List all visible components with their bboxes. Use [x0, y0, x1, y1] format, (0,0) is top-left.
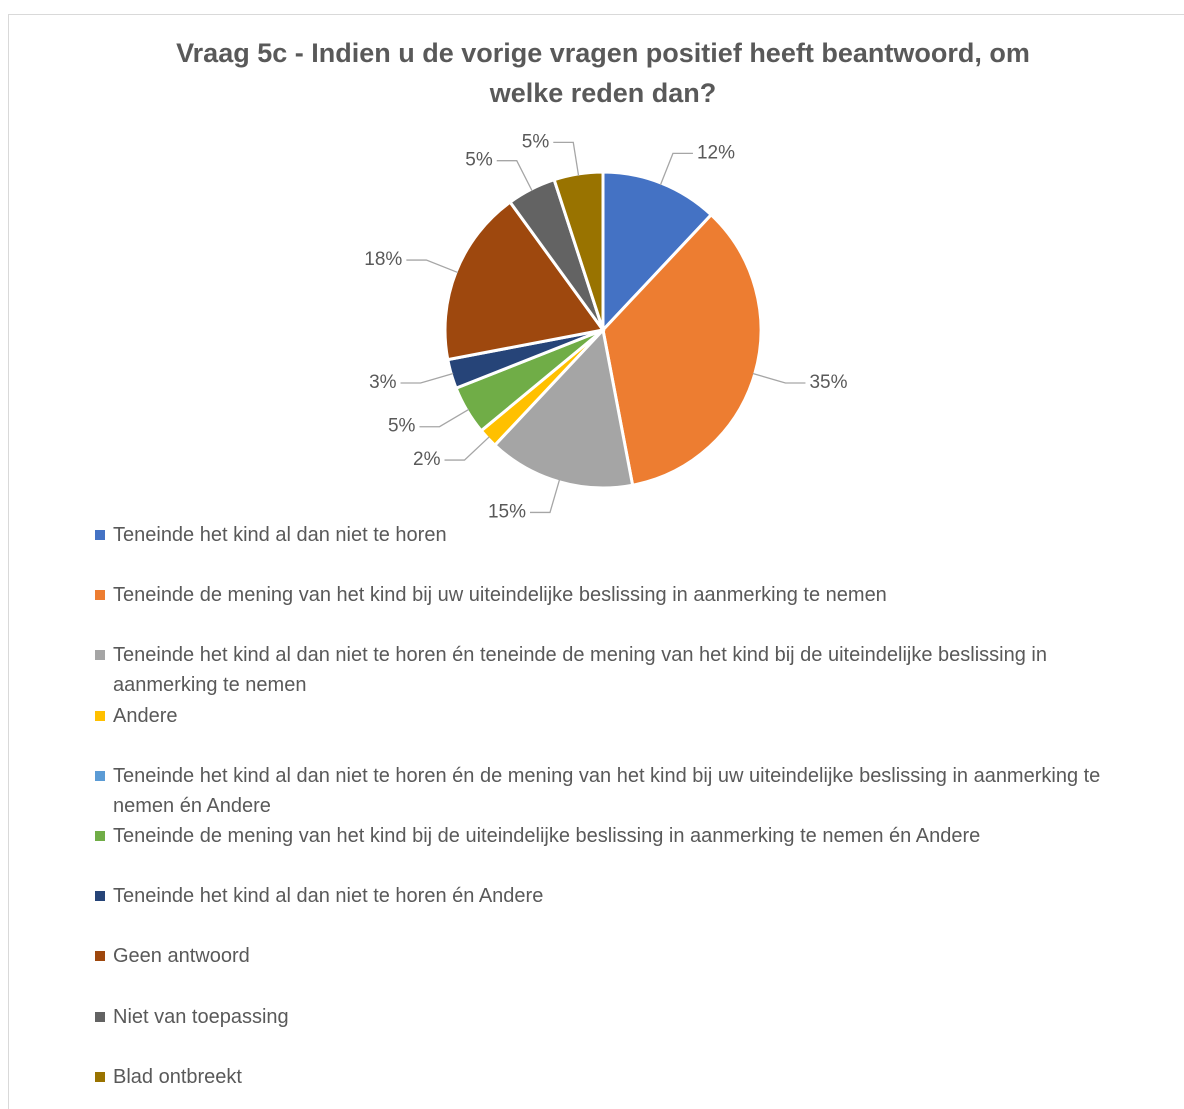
leader-line	[529, 479, 561, 514]
legend-label: Teneinde het kind al dan niet te horen é…	[113, 644, 1047, 697]
legend-swatch	[95, 530, 105, 540]
legend-label: Andere	[113, 704, 178, 727]
leader-line	[400, 372, 454, 384]
legend-item: Teneinde het kind al dan niet te horen é…	[95, 640, 1135, 700]
leader-line	[752, 372, 806, 384]
legend-label: Niet van toepassing	[113, 1005, 289, 1028]
legend-item: Geen antwoord	[95, 941, 1135, 971]
legend-label: Geen antwoord	[113, 945, 250, 968]
legend-swatch	[95, 1071, 105, 1082]
data-label: 18%	[364, 249, 402, 270]
legend-swatch	[95, 891, 105, 902]
data-label: 3%	[369, 372, 397, 393]
legend-label: Teneinde de mening van het kind bij uw u…	[113, 584, 887, 607]
legend-item: Teneinde het kind al dan niet te horen é…	[95, 881, 1135, 911]
legend-swatch	[95, 650, 105, 661]
legend-swatch	[95, 770, 105, 781]
legend-label: Teneinde de mening van het kind bij de u…	[113, 825, 981, 847]
legend-label: Teneinde het kind al dan niet te horen é…	[113, 764, 1101, 817]
legend-swatch	[95, 710, 105, 721]
legend-label: Teneinde het kind al dan niet te horen é…	[113, 885, 544, 908]
legend-swatch	[95, 831, 105, 841]
legend-swatch	[95, 590, 105, 601]
leader-line	[496, 160, 533, 192]
legend-swatch	[95, 1011, 105, 1022]
legend-item: Teneinde het kind al dan niet te horen	[95, 520, 1135, 550]
data-label: 15%	[488, 501, 526, 522]
legend-label: Teneinde het kind al dan niet te horen	[113, 524, 447, 546]
leader-line	[419, 408, 470, 428]
data-label: 5%	[465, 150, 493, 171]
leader-line	[444, 436, 490, 461]
legend-swatch	[95, 951, 105, 962]
legend-label: Blad ontbreekt	[113, 1065, 242, 1088]
leader-line	[659, 152, 693, 186]
chart-title: Vraag 5c - Indien u de vorige vragen pos…	[176, 38, 1030, 108]
data-label: 5%	[522, 131, 550, 152]
legend-item: Niet van toepassing	[95, 1002, 1135, 1032]
data-label: 2%	[413, 449, 441, 470]
data-label: 5%	[388, 416, 416, 437]
legend-item: Blad ontbreekt	[95, 1062, 1135, 1092]
data-label: 12%	[697, 142, 735, 163]
data-label: 35%	[809, 372, 847, 393]
chart-border	[8, 14, 1184, 1109]
legend-item: Teneinde de mening van het kind bij uw u…	[95, 580, 1135, 610]
leader-line	[553, 141, 580, 177]
leader-line	[406, 259, 459, 274]
legend-item: Andere	[95, 701, 1135, 731]
legend-item: Teneinde de mening van het kind bij de u…	[95, 821, 1135, 851]
legend-item: Teneinde het kind al dan niet te horen é…	[95, 761, 1135, 821]
